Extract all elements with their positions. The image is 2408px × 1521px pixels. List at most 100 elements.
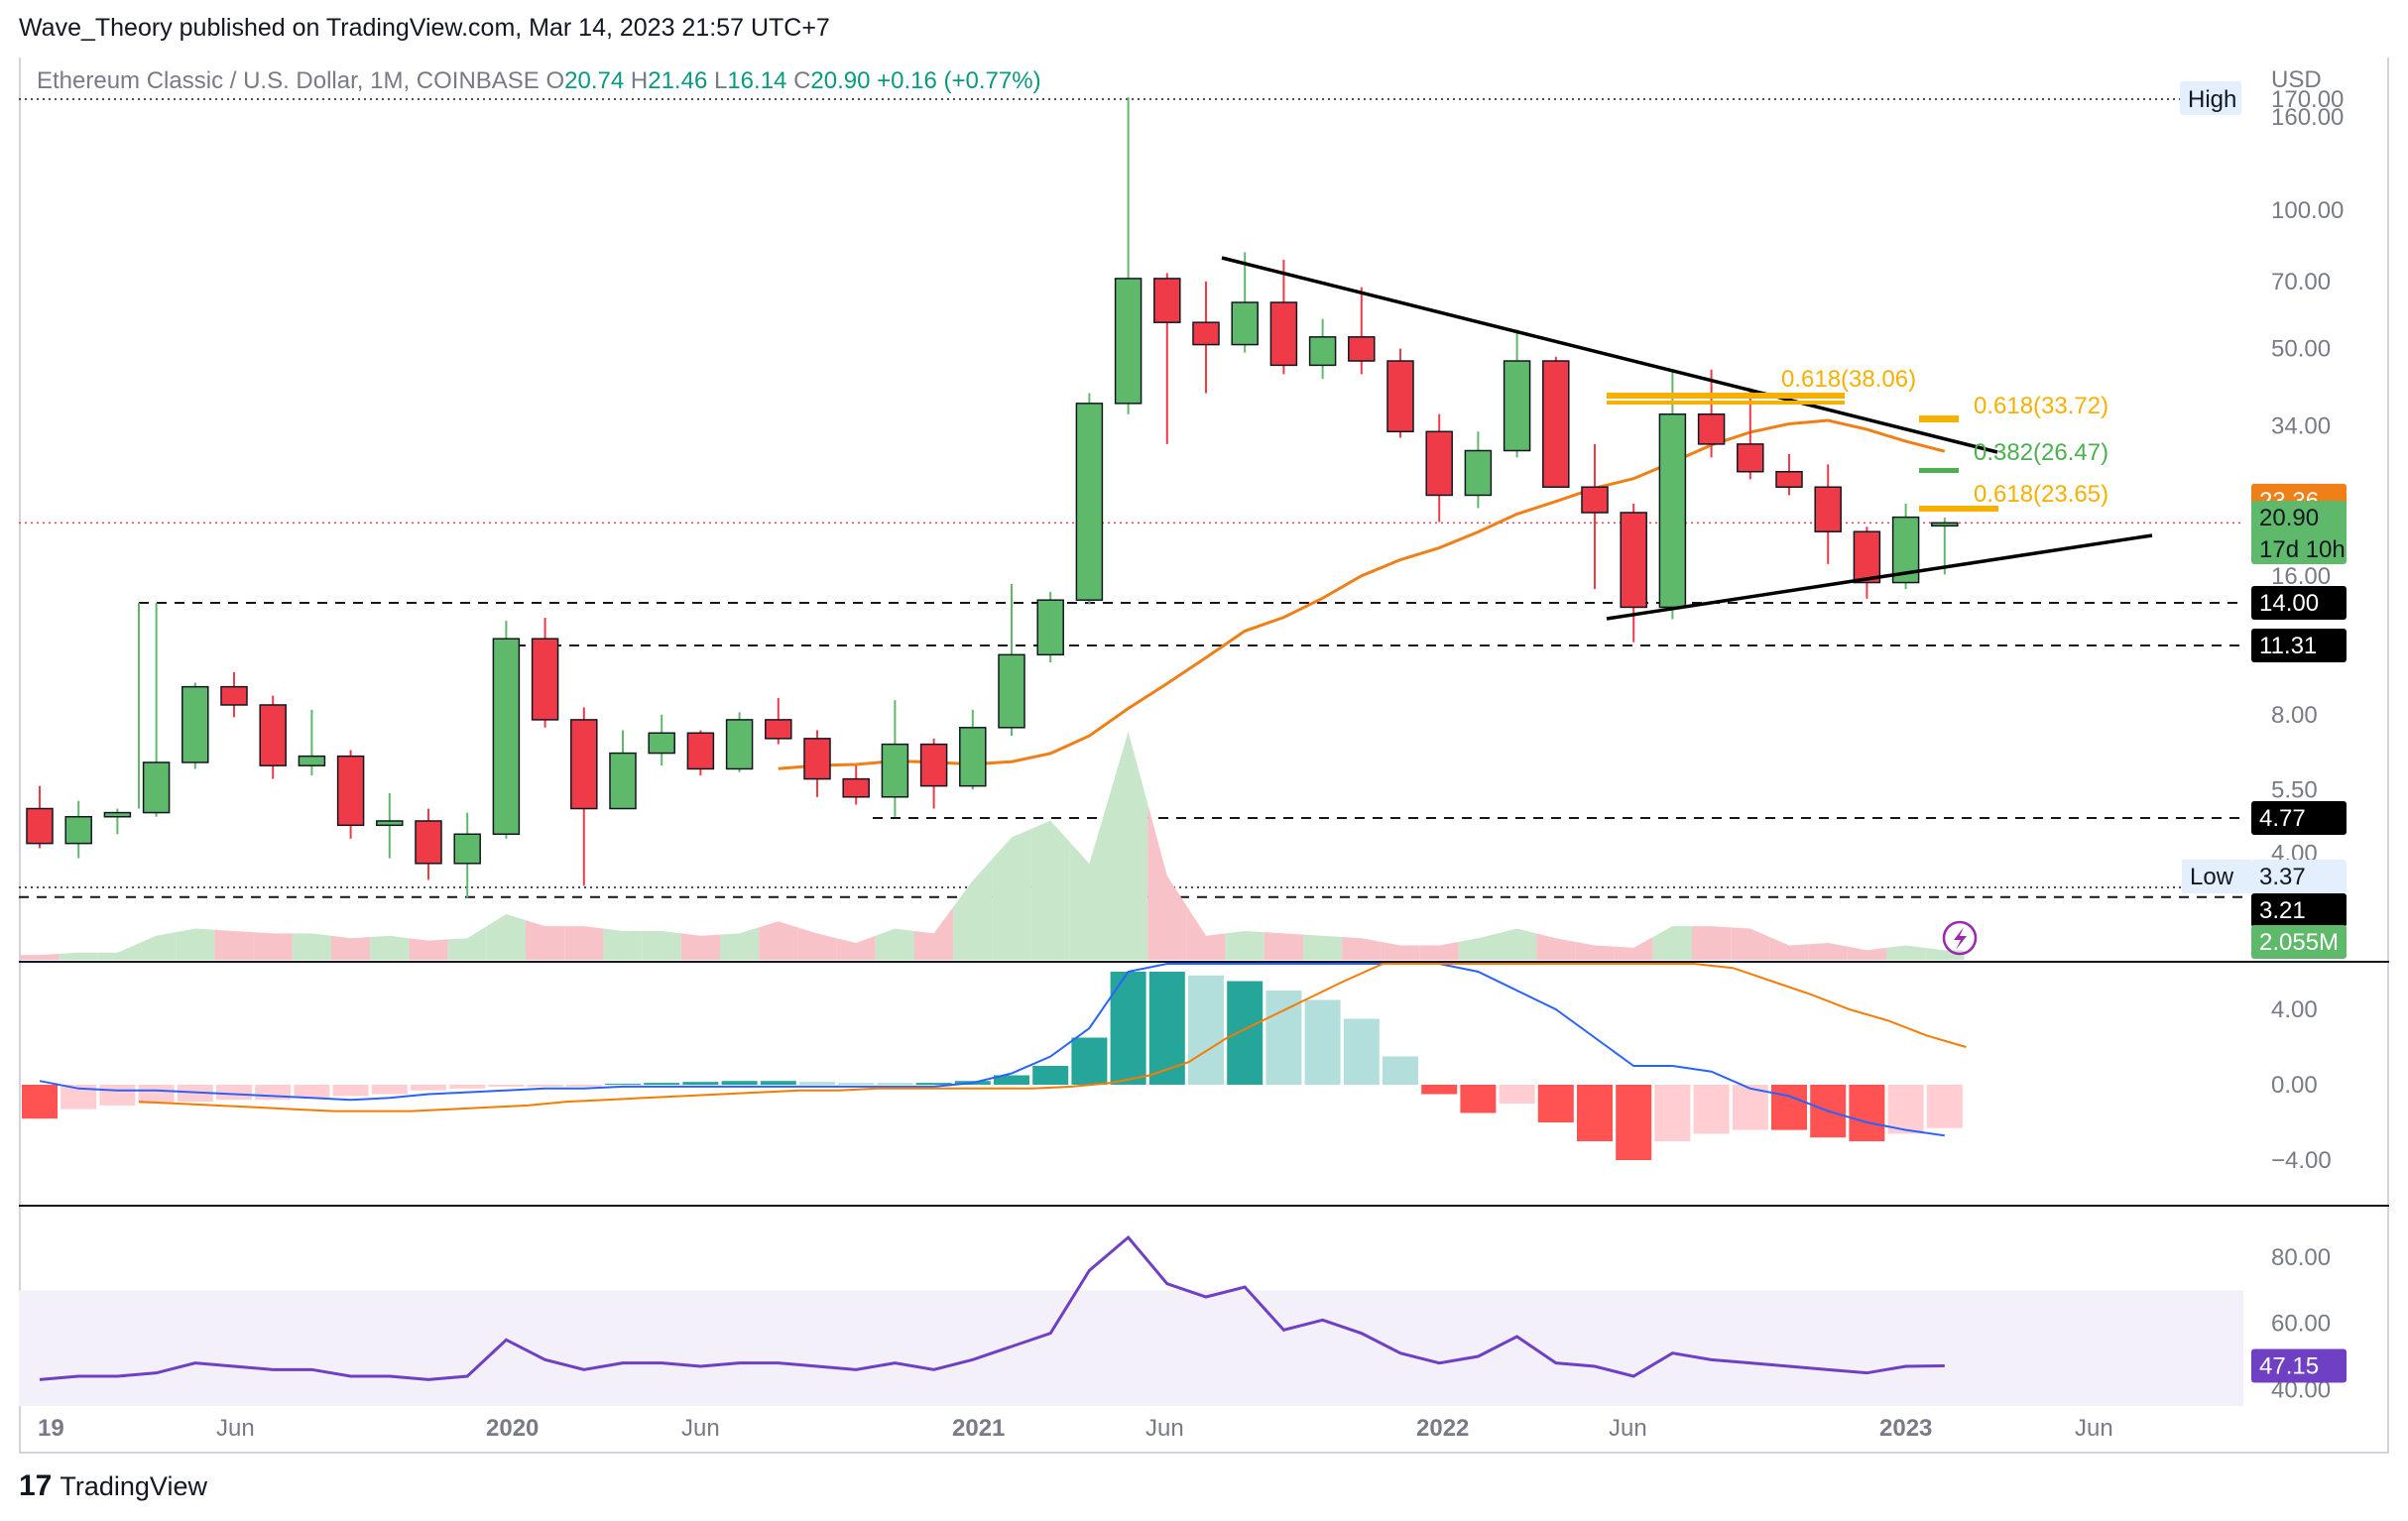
open-value: 20.74 [564,67,625,94]
volume-bar [953,859,993,960]
volume-bar [875,928,914,960]
volume-bar [759,921,798,960]
volume-bar [331,935,371,960]
candle-body [1386,360,1414,433]
time-axis-label: Jun [1609,1415,1647,1442]
candle-body [1075,403,1104,601]
macd-histogram-bar [371,1085,408,1095]
fib-marker [1607,401,1845,405]
price-tag-box [2251,860,2347,893]
candle-body [298,755,326,766]
price-tag-box [2251,893,2347,927]
price-axis-tick: 16.00 [2271,563,2331,590]
macd-histogram-bar [605,1084,641,1086]
candle-body [959,727,987,787]
candle-body [1697,413,1726,445]
price-axis-unit: USD [2271,66,2322,93]
macd-histogram-bar [877,1083,913,1085]
candle-body [1114,278,1143,405]
candle-body [181,685,209,763]
time-axis-label: 2020 [486,1415,539,1442]
macd-histogram-bar [1654,1085,1691,1141]
macd-histogram-bar [294,1085,330,1099]
candle-body [1464,449,1493,497]
close-value: 20.90 [810,67,871,94]
macd-histogram-bar [1577,1085,1613,1141]
volume-bar [564,926,604,960]
macd-histogram-bar [565,1085,602,1087]
price-tag-label: 3.21 [2259,897,2306,924]
macd-histogram-bar [1732,1085,1768,1130]
macd-histogram-bar [138,1085,175,1104]
candle-body [1503,360,1531,452]
low-key: L [713,67,728,94]
volume-bar [680,933,720,960]
candle-body [1737,443,1764,473]
price-axis-tick: 160.00 [2271,104,2344,131]
macd-histogram-bar [838,1083,875,1085]
volume-bar [1536,933,1576,960]
low-value: 16.14 [727,67,787,94]
fib-label: 0.618(23.65) [1974,481,2108,508]
open-key: O [545,67,565,94]
volume-bar [1264,932,1303,960]
time-axis-label: Jun [216,1415,255,1442]
candle-body [1153,278,1181,323]
candle-body [103,811,132,818]
candle-body [531,638,559,721]
candle-body [64,815,92,845]
macd-histogram-bar [994,1075,1029,1085]
candle-body [1231,301,1259,346]
time-axis-label: Jun [1145,1415,1184,1442]
time-axis-label: 19 [38,1415,64,1442]
price-tag-box [2251,501,2347,564]
price-tag-box [2251,800,2347,835]
candle-body [842,777,870,798]
volume-bar [603,928,643,960]
price-tag-prefix: Low [2190,864,2234,890]
volume-bar [1575,941,1615,960]
macd-histogram-bar [216,1085,252,1101]
candle-body [453,833,481,865]
candle-body [1542,360,1570,488]
high-key: H [630,67,649,94]
price-axis-tick: 170.00 [2271,86,2344,113]
volume-bar [1692,926,1732,960]
volume-bar [1925,947,1965,960]
macd-histogram-bar [449,1085,486,1089]
candle-body [142,761,171,814]
volume-bar [1342,937,1382,960]
macd-histogram-bar [1926,1085,1963,1128]
volume-bar [20,953,60,960]
fib-marker [1607,393,1845,399]
price-tag-label: 2.055M [2259,929,2339,956]
volume-bar [1303,934,1343,960]
fib-marker [1919,468,1959,473]
macd-histogram-bar [1188,975,1224,1085]
volume-bar [1886,945,1926,960]
macd-histogram-bar [1460,1085,1497,1113]
footer-brand[interactable]: 17 TradingView [19,1469,207,1503]
price-axis-tick: 70.00 [2271,269,2331,295]
macd-histogram-bar [1499,1085,1535,1104]
price-tag-label: 4.77 [2259,805,2306,832]
volume-bar [1225,930,1264,960]
candle-body [1775,470,1803,488]
price-tag-label: 14.00 [2259,590,2319,617]
candle-body [648,732,675,755]
volume-bar [486,914,526,960]
lightning-bolt-icon [1954,927,1967,950]
time-axis-label: Jun [681,1415,720,1442]
fib-label: 0.618(38.06) [1781,366,1916,393]
candle-body [220,685,248,706]
macd-histogram-bar [1032,1066,1069,1085]
volume-bar [409,938,448,960]
macd-histogram-bar [1771,1085,1807,1130]
candle-body [1814,486,1842,532]
candle-body [1620,512,1647,609]
high-value: 21.46 [648,67,708,94]
macd-histogram-bar [1227,981,1264,1085]
ascending-trendline [1606,533,2153,621]
price-tag-prefix-box [2182,860,2251,893]
